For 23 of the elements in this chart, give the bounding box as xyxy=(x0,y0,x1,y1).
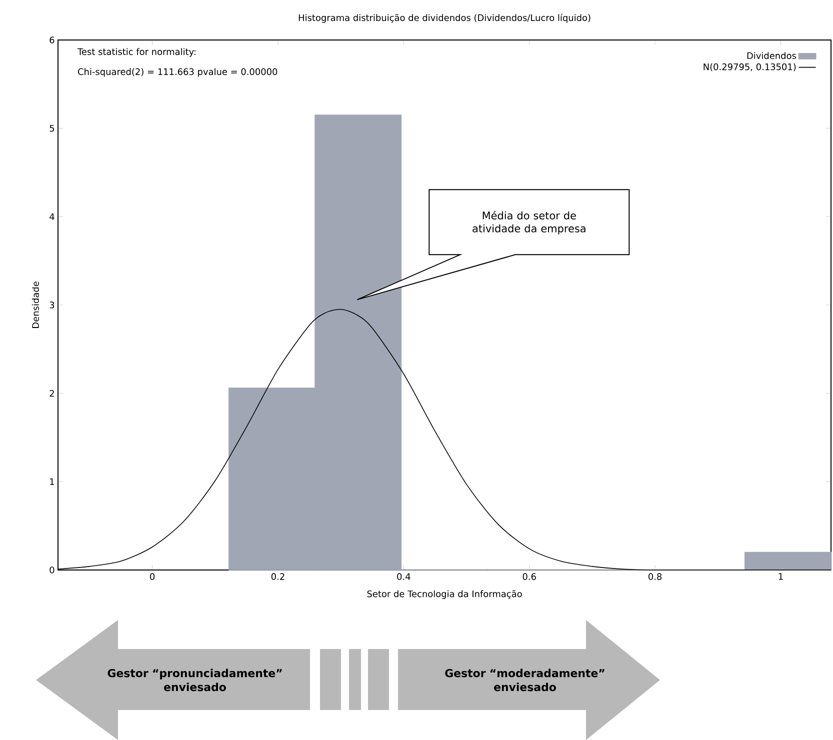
text: Gestor “moderadamente” enviesado xyxy=(445,668,604,692)
x-tick-label: 0 xyxy=(150,573,155,580)
y-tick-label: 2 xyxy=(50,390,54,397)
x-tick-label: 0.2 xyxy=(271,573,284,580)
x-tick-label: 0.6 xyxy=(522,573,536,580)
y-tick-label: 4 xyxy=(50,213,54,220)
legend-label: N(0.29795, 0.13501) xyxy=(704,63,796,72)
annotation: Chi-squared(2) = 111.663 pvalue = 0.00000 xyxy=(78,68,278,77)
annotation: Test statistic for normality: xyxy=(77,48,196,57)
x-tick-label: 0.4 xyxy=(397,573,410,580)
annotation: Média do setor de atividade da empresa xyxy=(472,210,586,234)
legend-label: Dividendos xyxy=(747,52,796,60)
chart-title: Histograma distribuição de dividendos (Dividendos/Lucro líquido) xyxy=(298,14,590,23)
y-axis-title: Densidade xyxy=(32,282,39,328)
x-tick-label: 0.8 xyxy=(648,573,662,580)
x-tick-label: 1 xyxy=(778,573,783,580)
y-tick-label: 0 xyxy=(50,566,54,574)
y-tick-label: 6 xyxy=(50,36,54,44)
text: Gestor “pronunciadamente” enviesado xyxy=(108,668,282,692)
x-axis-title: Setor de Tecnologia da Informação xyxy=(367,590,522,599)
y-tick-label: 3 xyxy=(50,302,54,308)
y-tick-label: 1 xyxy=(50,478,54,485)
y-tick-label: 5 xyxy=(50,124,54,132)
